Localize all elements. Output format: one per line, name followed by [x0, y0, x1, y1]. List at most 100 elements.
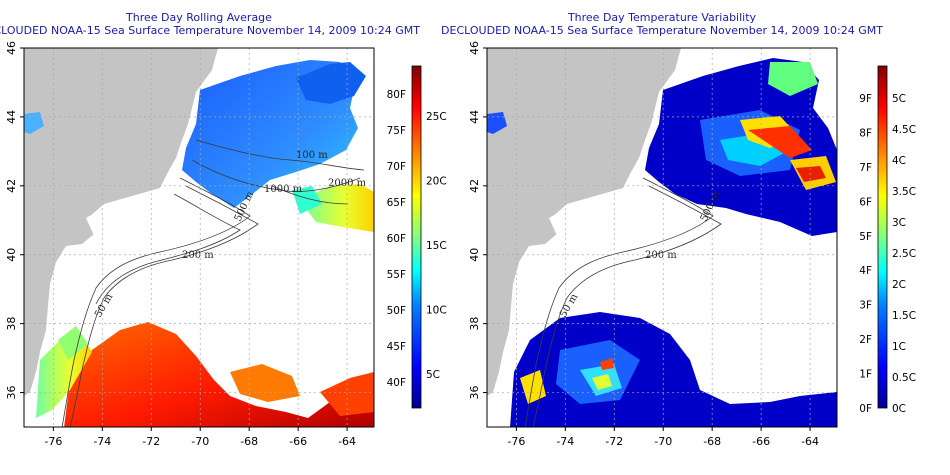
variability-patch — [592, 374, 612, 390]
colorbar-fahrenheit-label: 9F — [859, 93, 872, 105]
latitude-tick-label: 40 — [5, 248, 18, 262]
land-mass — [24, 48, 218, 396]
latitude-tick-label: 44 — [468, 110, 481, 124]
panel-rolling-average: Three Day Rolling Average DECLOUDED NOAA… — [0, 11, 447, 448]
longitude-tick-label: -66 — [289, 435, 307, 448]
latitude-tick-label: 40 — [468, 248, 481, 262]
colorbar-fahrenheit-label: 55F — [387, 269, 406, 281]
map-frame — [486, 47, 838, 428]
colorbar-celsius-label: 2C — [892, 279, 906, 291]
map-area: 200 m 50 m 500 m — [487, 48, 837, 427]
colorbar-fahrenheit-label: 45F — [387, 341, 406, 353]
colorbar-celsius-label: 15C — [426, 240, 447, 252]
colorbar: 0F 1F 2F 3F 4F 5F 6F 7F 8F 9F 0C 0.5C 1C 1.5C 2C 2.5C 3C… — [859, 65, 916, 415]
colorbar-fahrenheit-label: 70F — [387, 161, 406, 173]
latitude-tick-label: 46 — [5, 41, 18, 55]
contour-line — [191, 159, 361, 192]
variability-high-patch — [748, 126, 812, 158]
longitude-tick-label: -64 — [338, 435, 356, 448]
variability-patch — [768, 62, 818, 96]
colorbar-fahrenheit-label: 75F — [387, 125, 406, 137]
contour-line — [524, 177, 714, 427]
longitude-tick-label: -70 — [654, 435, 672, 448]
map-frame — [23, 47, 375, 428]
latitude-tick-label: 44 — [5, 110, 18, 124]
colorbar-celsius-label: 20C — [426, 176, 447, 188]
colorbar-celsius-label: 3C — [892, 217, 906, 229]
contour-label: 1000 m — [264, 184, 303, 195]
colorbar-fahrenheit-label: 7F — [859, 162, 872, 174]
colorbar-fahrenheit-label: 1F — [859, 369, 872, 381]
panel-subtitle: DECLOUDED NOAA-15 Sea Surface Temperatur… — [441, 24, 883, 37]
colorbar-celsius-label: 0C — [892, 403, 906, 415]
longitude-tick-label: -64 — [801, 435, 819, 448]
longitude-tick-label: -76 — [44, 435, 62, 448]
longitude-tick-label: -70 — [191, 435, 209, 448]
colorbar-labels: 0F 1F 2F 3F 4F 5F 6F 7F 8F 9F 0C 0.5C 1C 1.5C 2C 2.5C 3C… — [859, 93, 916, 415]
colorbar-fahrenheit-label: 5F — [859, 231, 872, 243]
longitude-tick-label: -72 — [142, 435, 160, 448]
longitude-tick-label: -72 — [605, 435, 623, 448]
colorbar-fahrenheit-label: 6F — [859, 196, 872, 208]
colorbar-fahrenheit-label: 2F — [859, 334, 872, 346]
land-mass — [487, 48, 681, 396]
panel-subtitle: DECLOUDED NOAA-15 Sea Surface Temperatur… — [0, 24, 420, 37]
longitude-tick-label: -66 — [752, 435, 770, 448]
sst-edge-patch — [24, 112, 44, 134]
sst-gulfstream-patch — [300, 184, 374, 232]
colorbar: 40F 45F 50F 55F 60F 65F 70F 75F 80F 5C 10C 15C 20C 25… — [387, 65, 447, 409]
panel-title: Three Day Rolling Average — [125, 11, 272, 24]
variability-patch — [520, 370, 546, 404]
longitude-tick-label: -68 — [703, 435, 721, 448]
panel-temperature-variability: Three Day Temperature Variability DECLOU… — [441, 11, 916, 448]
latitude-tick-label: 42 — [468, 179, 481, 193]
colorbar-celsius-label: 10C — [426, 305, 447, 317]
longitude-tick-label: -68 — [240, 435, 258, 448]
colorbar-celsius-label: 5C — [892, 93, 906, 105]
contour-line — [61, 177, 251, 427]
colorbar-celsius-label: 1.5C — [892, 310, 916, 322]
latitude-tick-label: 38 — [5, 317, 18, 331]
latitude-tick-label: 42 — [5, 179, 18, 193]
variability-high-patch — [600, 358, 614, 370]
latitude-tick-label: 36 — [5, 386, 18, 400]
longitude-tick-label: -74 — [556, 435, 574, 448]
colorbar-fahrenheit-label: 80F — [387, 89, 406, 101]
sst-warm-region — [64, 322, 374, 427]
colorbar-celsius-label: 25C — [426, 111, 447, 123]
sst-cool-patch — [296, 62, 366, 104]
latitude-tick-label: 38 — [468, 317, 481, 331]
colorbar-fahrenheit-label: 4F — [859, 265, 872, 277]
contour-label: 200 m — [645, 250, 677, 261]
latitude-tick-label: 36 — [468, 386, 481, 400]
bathymetry-contours — [61, 139, 365, 427]
latitude-tick-label: 46 — [468, 41, 481, 55]
map-grid — [487, 48, 837, 427]
sst-transition-patch — [292, 186, 322, 214]
colorbar-fahrenheit-label: 0F — [859, 403, 872, 415]
panel-title: Three Day Temperature Variability — [567, 11, 757, 24]
contour-label: 200 m — [182, 250, 214, 261]
colorbar-celsius-label: 4C — [892, 155, 906, 167]
colorbar-celsius-label: 2.5C — [892, 248, 916, 260]
sst-warm-patch — [230, 364, 300, 402]
contour-line — [195, 139, 365, 171]
contour-label: 100 m — [296, 150, 328, 161]
colorbar-celsius-label: 0.5C — [892, 372, 916, 384]
contour-line — [271, 185, 349, 205]
jet-colorbar — [411, 65, 422, 409]
variability-high-patch — [796, 166, 826, 182]
colorbar-celsius-label: 1C — [892, 341, 906, 353]
colorbar-fahrenheit-label: 8F — [859, 127, 872, 139]
colorbar-celsius-label: 3.5C — [892, 186, 916, 198]
colorbar-fahrenheit-label: 3F — [859, 300, 872, 312]
colorbar-fahrenheit-label: 65F — [387, 197, 406, 209]
colorbar-celsius-label: 4.5C — [892, 124, 916, 136]
map-grid — [24, 48, 374, 427]
variability-edge-patch — [487, 112, 507, 134]
colorbar-fahrenheit-label: 40F — [387, 377, 406, 389]
longitude-tick-label: -76 — [507, 435, 525, 448]
colorbar-labels: 40F 45F 50F 55F 60F 65F 70F 75F 80F 5C 10C 15C 20C 25… — [387, 89, 447, 389]
map-axis-ticks: -76 -74 -72 -70 -68 -66 -64 36 38 40 42 44 46 — [468, 41, 819, 448]
